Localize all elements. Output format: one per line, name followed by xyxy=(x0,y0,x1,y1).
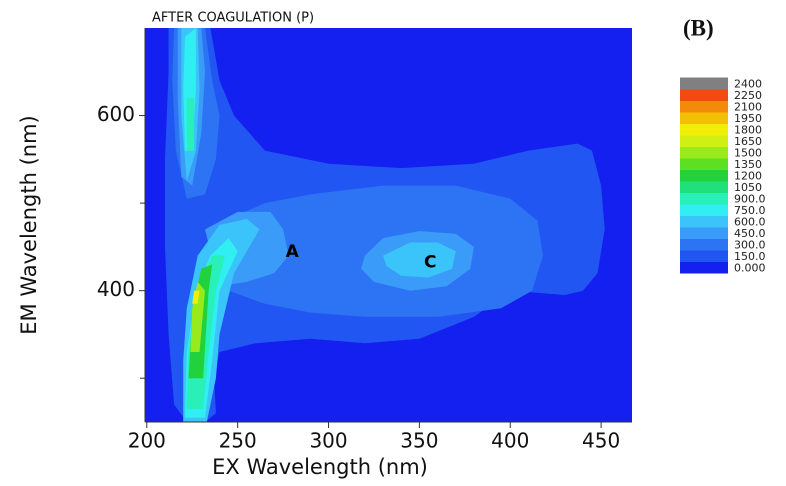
annotation: A xyxy=(286,242,300,262)
chart-title: AFTER COAGULATION (P) xyxy=(152,11,314,26)
y-tick-label: 400 xyxy=(97,277,135,301)
y-tick-label: 600 xyxy=(97,102,135,126)
colorbar-label: 150.0 xyxy=(734,250,766,263)
colorbar-label: 600.0 xyxy=(734,215,766,228)
contour-region xyxy=(192,290,200,304)
colorbar-label: 1200 xyxy=(734,169,762,182)
colorbar-label: 1050 xyxy=(734,181,762,194)
colorbar-swatch xyxy=(680,77,728,90)
colorbar-swatch xyxy=(680,135,728,147)
y-axis-label: EM Wavelength (nm) xyxy=(17,115,41,334)
colorbar-label: 1500 xyxy=(734,146,762,159)
colorbar-label: 2400 xyxy=(734,77,762,90)
colorbar-swatch xyxy=(680,89,728,101)
x-axis-label: EX Wavelength (nm) xyxy=(212,455,428,479)
colorbar-swatch xyxy=(680,215,728,228)
colorbar-label: 2100 xyxy=(734,100,762,113)
colorbar-swatch xyxy=(680,112,728,124)
x-tick-label: 200 xyxy=(128,429,166,453)
colorbar-swatch xyxy=(680,169,728,182)
colorbar-label: 450.0 xyxy=(734,227,766,240)
colorbar-label: 900.0 xyxy=(734,192,766,205)
x-tick-label: 300 xyxy=(309,429,347,453)
panel-label: (B) xyxy=(683,15,714,40)
colorbar-swatch xyxy=(680,227,728,239)
colorbar-swatch xyxy=(680,204,728,216)
colorbar-label: 1950 xyxy=(734,112,762,125)
x-tick-label: 250 xyxy=(219,429,257,453)
colorbar-label: 750.0 xyxy=(734,204,766,217)
colorbar-swatch xyxy=(680,238,728,251)
contour-region xyxy=(383,242,456,278)
colorbar-label: 1350 xyxy=(734,158,762,171)
colorbar-swatch xyxy=(680,158,728,170)
contours xyxy=(165,28,605,422)
colorbar-swatch xyxy=(680,250,728,262)
colorbar-swatch xyxy=(680,261,728,274)
colorbar-label: 1800 xyxy=(734,123,762,136)
colorbar-swatch xyxy=(680,146,728,159)
colorbar-swatch xyxy=(680,123,728,136)
x-tick-label: 400 xyxy=(491,429,529,453)
x-tick-label: 350 xyxy=(400,429,438,453)
contour-region xyxy=(186,98,195,151)
x-tick-label: 450 xyxy=(582,429,620,453)
colorbar-label: 2250 xyxy=(734,89,762,102)
annotation: C xyxy=(424,253,436,273)
colorbar-label: 1650 xyxy=(734,135,762,148)
colorbar-label: 0.000 xyxy=(734,261,766,274)
colorbar-swatch xyxy=(680,100,728,113)
colorbar-swatch xyxy=(680,181,728,193)
colorbar-label: 300.0 xyxy=(734,238,766,251)
colorbar-swatch xyxy=(680,192,728,205)
